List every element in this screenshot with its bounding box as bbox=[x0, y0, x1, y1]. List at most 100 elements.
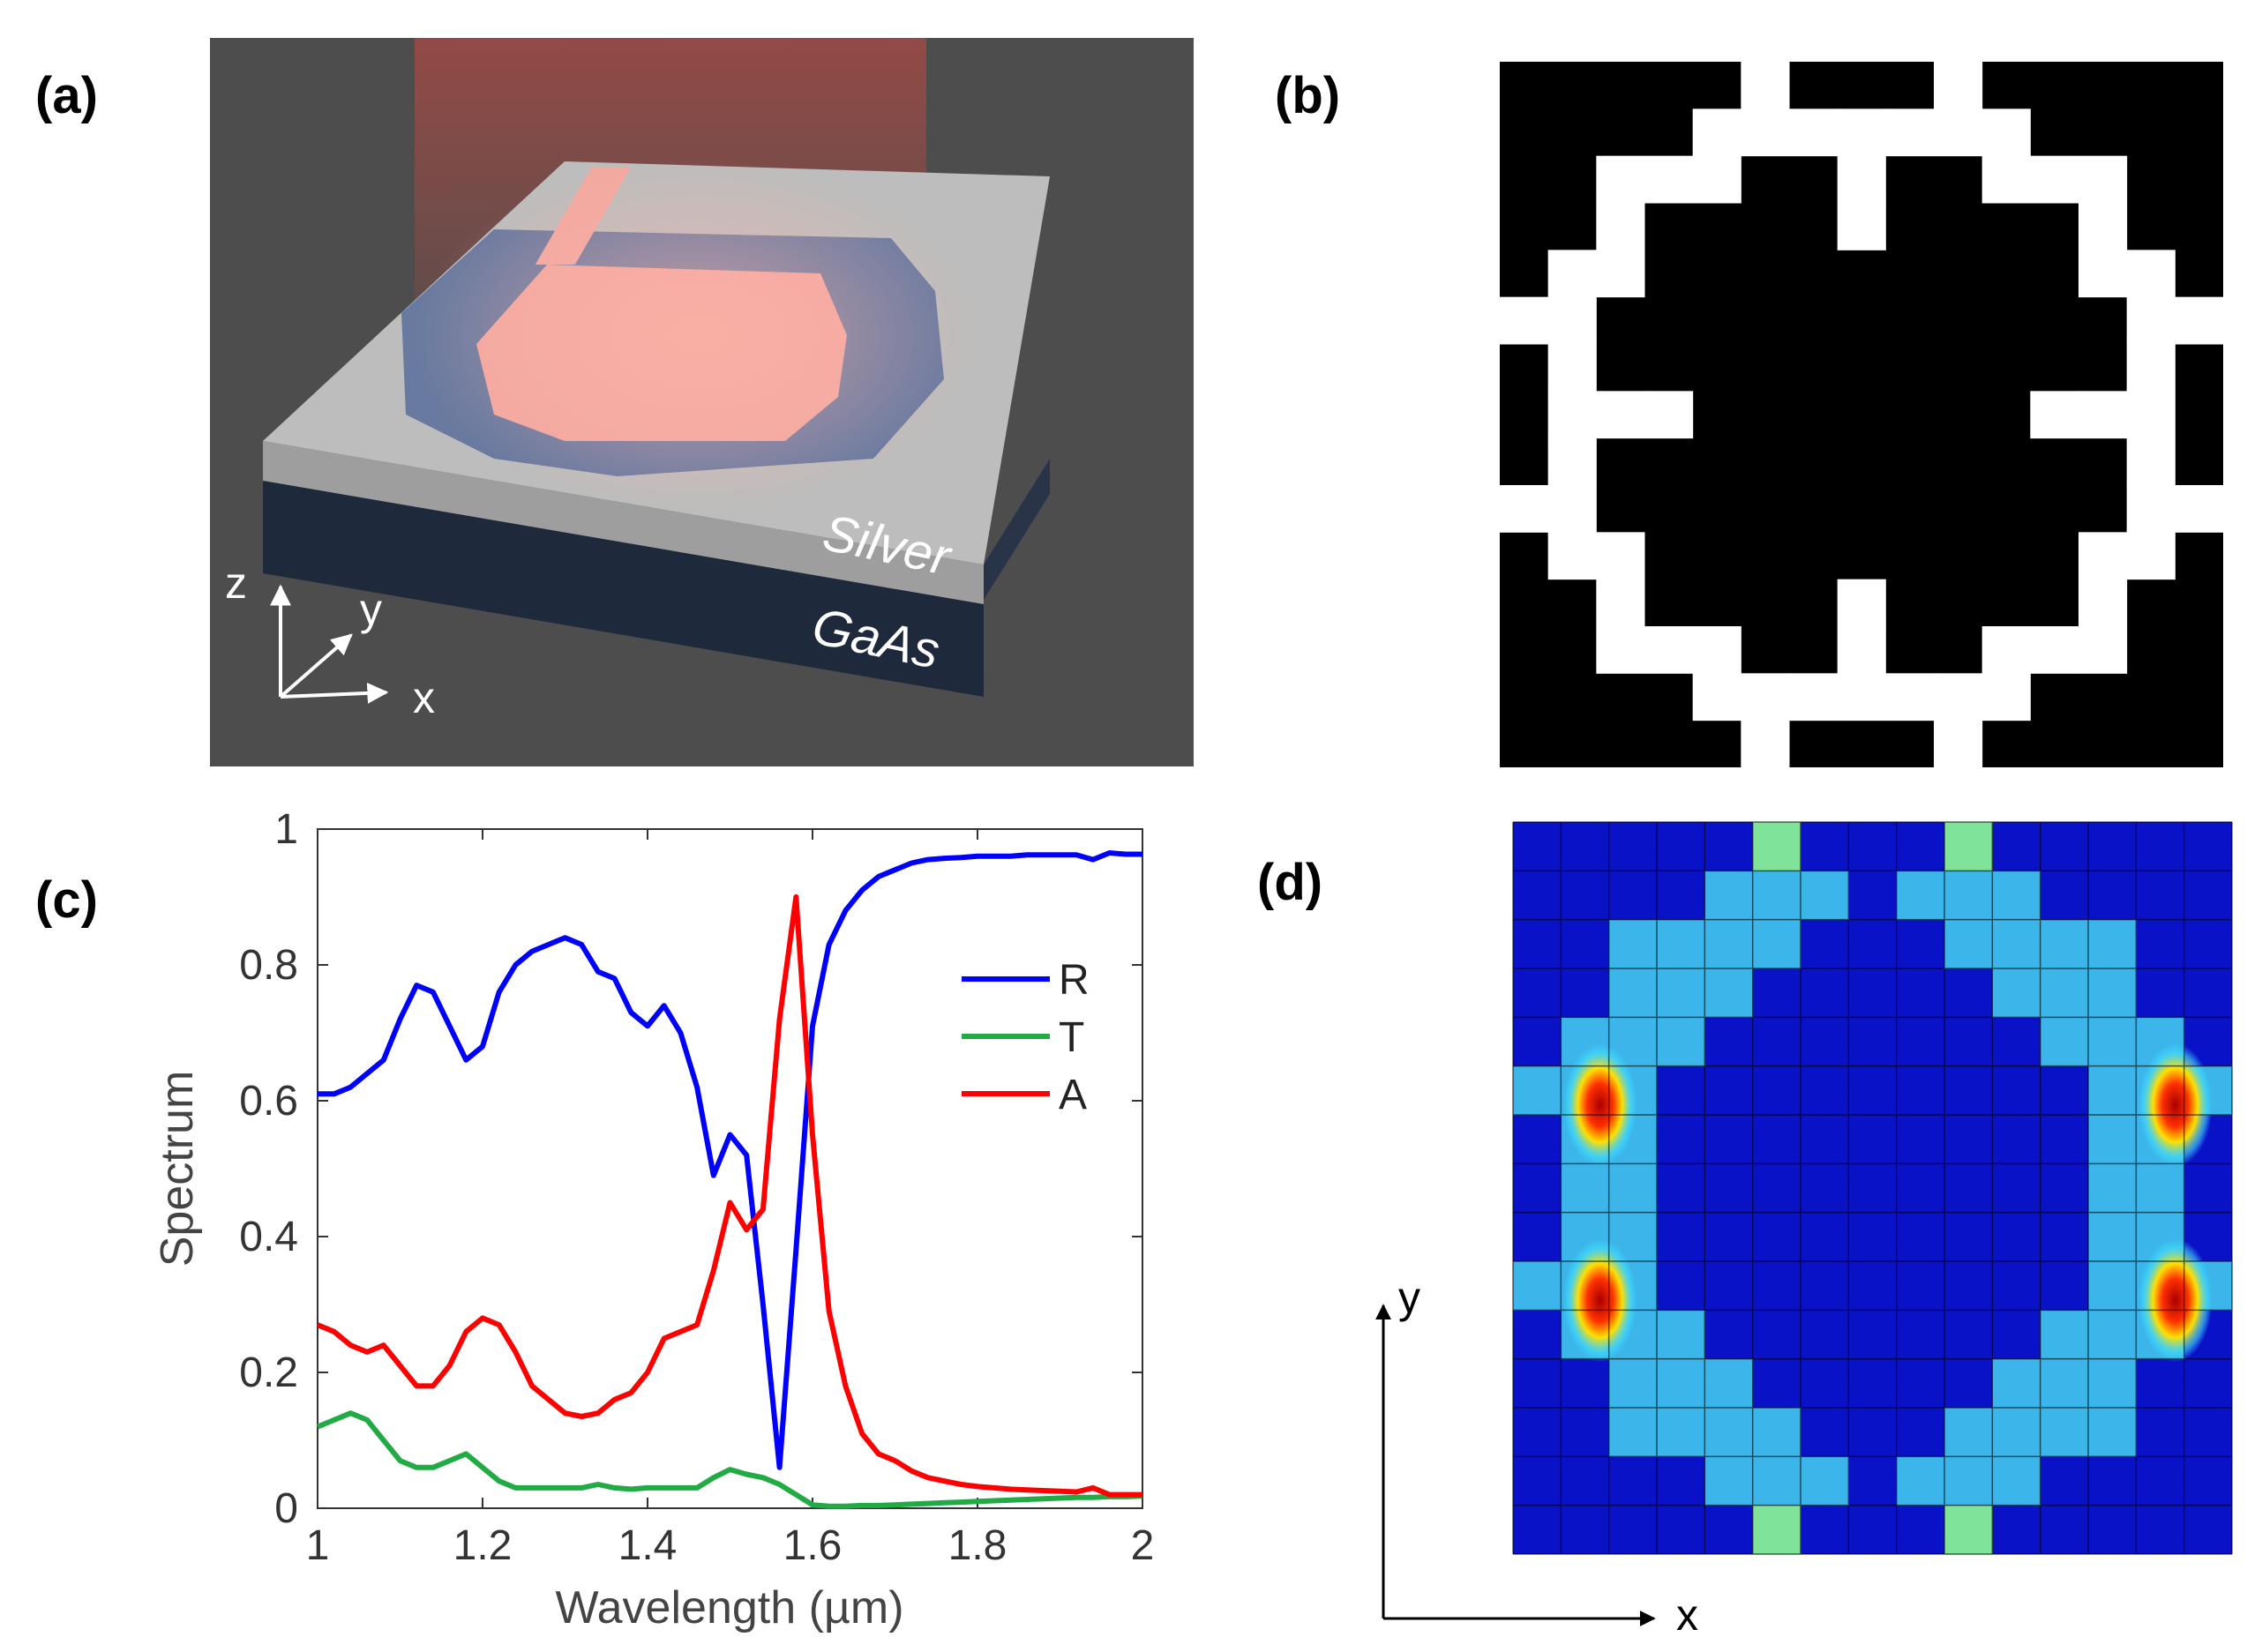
field-cell bbox=[1896, 1456, 1945, 1506]
x-axis-title: Wavelength (µm) bbox=[555, 1582, 903, 1633]
y-tick-label: 1 bbox=[274, 806, 298, 853]
pattern-cell-white bbox=[2078, 532, 2128, 580]
pattern-cell-white bbox=[2175, 296, 2224, 345]
field-cell bbox=[2136, 1163, 2185, 1214]
pattern-cell-white bbox=[2030, 155, 2079, 204]
field-cell bbox=[1513, 1065, 1562, 1116]
legend: RTA bbox=[962, 957, 1090, 1118]
x-tick-label: 1.4 bbox=[618, 1522, 678, 1569]
pattern-cell-white bbox=[2126, 344, 2176, 392]
hot-spot bbox=[2138, 1238, 2213, 1363]
pattern-cell-white bbox=[1547, 296, 1597, 345]
field-cell bbox=[2088, 1017, 2137, 1067]
pattern-cell-white bbox=[1741, 62, 1790, 109]
d-y-label: y bbox=[1398, 1273, 1420, 1322]
y-tick-label: 0.4 bbox=[239, 1214, 298, 1260]
field-cell bbox=[2088, 1065, 2137, 1116]
pattern-cell-white bbox=[1934, 108, 1983, 157]
pattern-cell-white bbox=[1741, 108, 1790, 157]
field-cell bbox=[2040, 1358, 2089, 1409]
y-axis-label: y bbox=[360, 585, 382, 634]
field-cell bbox=[1657, 1358, 1705, 1409]
x-tick-label: 1.8 bbox=[948, 1522, 1007, 1569]
x-tick-label: 1.2 bbox=[453, 1522, 513, 1569]
field-cell bbox=[2088, 1261, 2137, 1311]
pattern-cell-white bbox=[1885, 673, 1935, 721]
field-cell bbox=[2088, 1115, 2137, 1164]
field-cell bbox=[1657, 1017, 1705, 1067]
field-cell bbox=[1752, 822, 1801, 871]
pattern-cell-white bbox=[1547, 485, 1597, 533]
silver-front-face bbox=[263, 441, 984, 604]
pattern-cell-white bbox=[1934, 62, 1983, 109]
field-cell bbox=[1992, 919, 2041, 969]
x-axis-label: x bbox=[413, 673, 435, 722]
hot-spot bbox=[2138, 1043, 2213, 1167]
pattern-cell-white bbox=[2078, 626, 2128, 674]
field-cell bbox=[2040, 1017, 2089, 1067]
axes-triad bbox=[270, 584, 389, 704]
pattern-cell-white bbox=[1837, 626, 1886, 674]
panel-a-label: (a) bbox=[35, 67, 98, 124]
field-cell bbox=[1704, 1408, 1754, 1457]
pattern-cell-white bbox=[1644, 391, 1694, 439]
pattern-cell-white bbox=[1741, 673, 1790, 721]
pattern-cell-white bbox=[1741, 720, 1790, 768]
pattern-cell-white bbox=[1547, 437, 1597, 486]
field-cell bbox=[1752, 1456, 1801, 1506]
field-cell bbox=[1608, 1358, 1658, 1409]
y-tick-label: 0.6 bbox=[239, 1078, 298, 1125]
field-cell bbox=[1704, 1456, 1754, 1506]
pattern-cell-white bbox=[1644, 155, 1694, 204]
field-cell bbox=[1801, 871, 1849, 921]
pattern-cell-white bbox=[1692, 155, 1741, 204]
pattern-cell-white bbox=[1981, 626, 2031, 674]
field-cell bbox=[2088, 1310, 2137, 1360]
pattern-cell-white bbox=[1500, 485, 1549, 533]
pattern-cell-white bbox=[1981, 673, 2031, 721]
field-cell bbox=[1944, 871, 1993, 921]
field-cell bbox=[2040, 1408, 2089, 1457]
pattern-cell-white bbox=[1981, 155, 2031, 204]
d-x-label: x bbox=[1676, 1590, 1698, 1640]
field-cell bbox=[1657, 919, 1705, 969]
pattern-cell-white bbox=[1596, 532, 1645, 580]
field-cell bbox=[1561, 1163, 1610, 1214]
pattern-cell-white bbox=[1547, 344, 1597, 392]
pattern-cell-white bbox=[1547, 391, 1597, 439]
field-cell bbox=[1944, 1505, 1993, 1555]
field-cell bbox=[1992, 1456, 2041, 1506]
field-cell bbox=[1752, 919, 1801, 969]
pattern-cell-white bbox=[2078, 250, 2128, 298]
field-cell bbox=[1704, 968, 1754, 1018]
pattern-cell-white bbox=[1837, 673, 1886, 721]
legend-label-R: R bbox=[1059, 957, 1090, 1004]
field-cell bbox=[1752, 1408, 1801, 1457]
x-tick-label: 1 bbox=[306, 1522, 330, 1569]
pattern-cell-white bbox=[1692, 108, 1741, 157]
pattern-cell-white bbox=[2126, 485, 2176, 533]
panel-d-label: (d) bbox=[1257, 854, 1322, 911]
pattern-cell-white bbox=[1500, 296, 1549, 345]
panel-d: (d) y x bbox=[1257, 821, 2233, 1640]
series-line-R bbox=[318, 850, 1142, 1470]
field-cell bbox=[1896, 871, 1945, 921]
field-cell bbox=[1608, 1163, 1658, 1214]
pattern-cell-white bbox=[1837, 579, 1886, 627]
field-cell bbox=[1944, 1408, 1993, 1457]
pattern-cell-white bbox=[1596, 391, 1645, 439]
pattern-cell-white bbox=[1837, 155, 1886, 204]
field-cell bbox=[1801, 1456, 1849, 1506]
hot-spot bbox=[1562, 1238, 1637, 1363]
field-cell bbox=[1992, 968, 2041, 1018]
pattern-cell-white bbox=[1547, 250, 1597, 298]
field-cell bbox=[2040, 1310, 2089, 1360]
y-tick-label: 0.2 bbox=[239, 1349, 298, 1396]
pattern-cell-white bbox=[2078, 391, 2128, 439]
z-axis-label: z bbox=[225, 558, 247, 608]
hot-spot bbox=[1562, 1043, 1637, 1167]
field-cell bbox=[1657, 1408, 1705, 1457]
pattern-cell-white bbox=[1837, 203, 1886, 250]
field-cell bbox=[2088, 968, 2137, 1018]
